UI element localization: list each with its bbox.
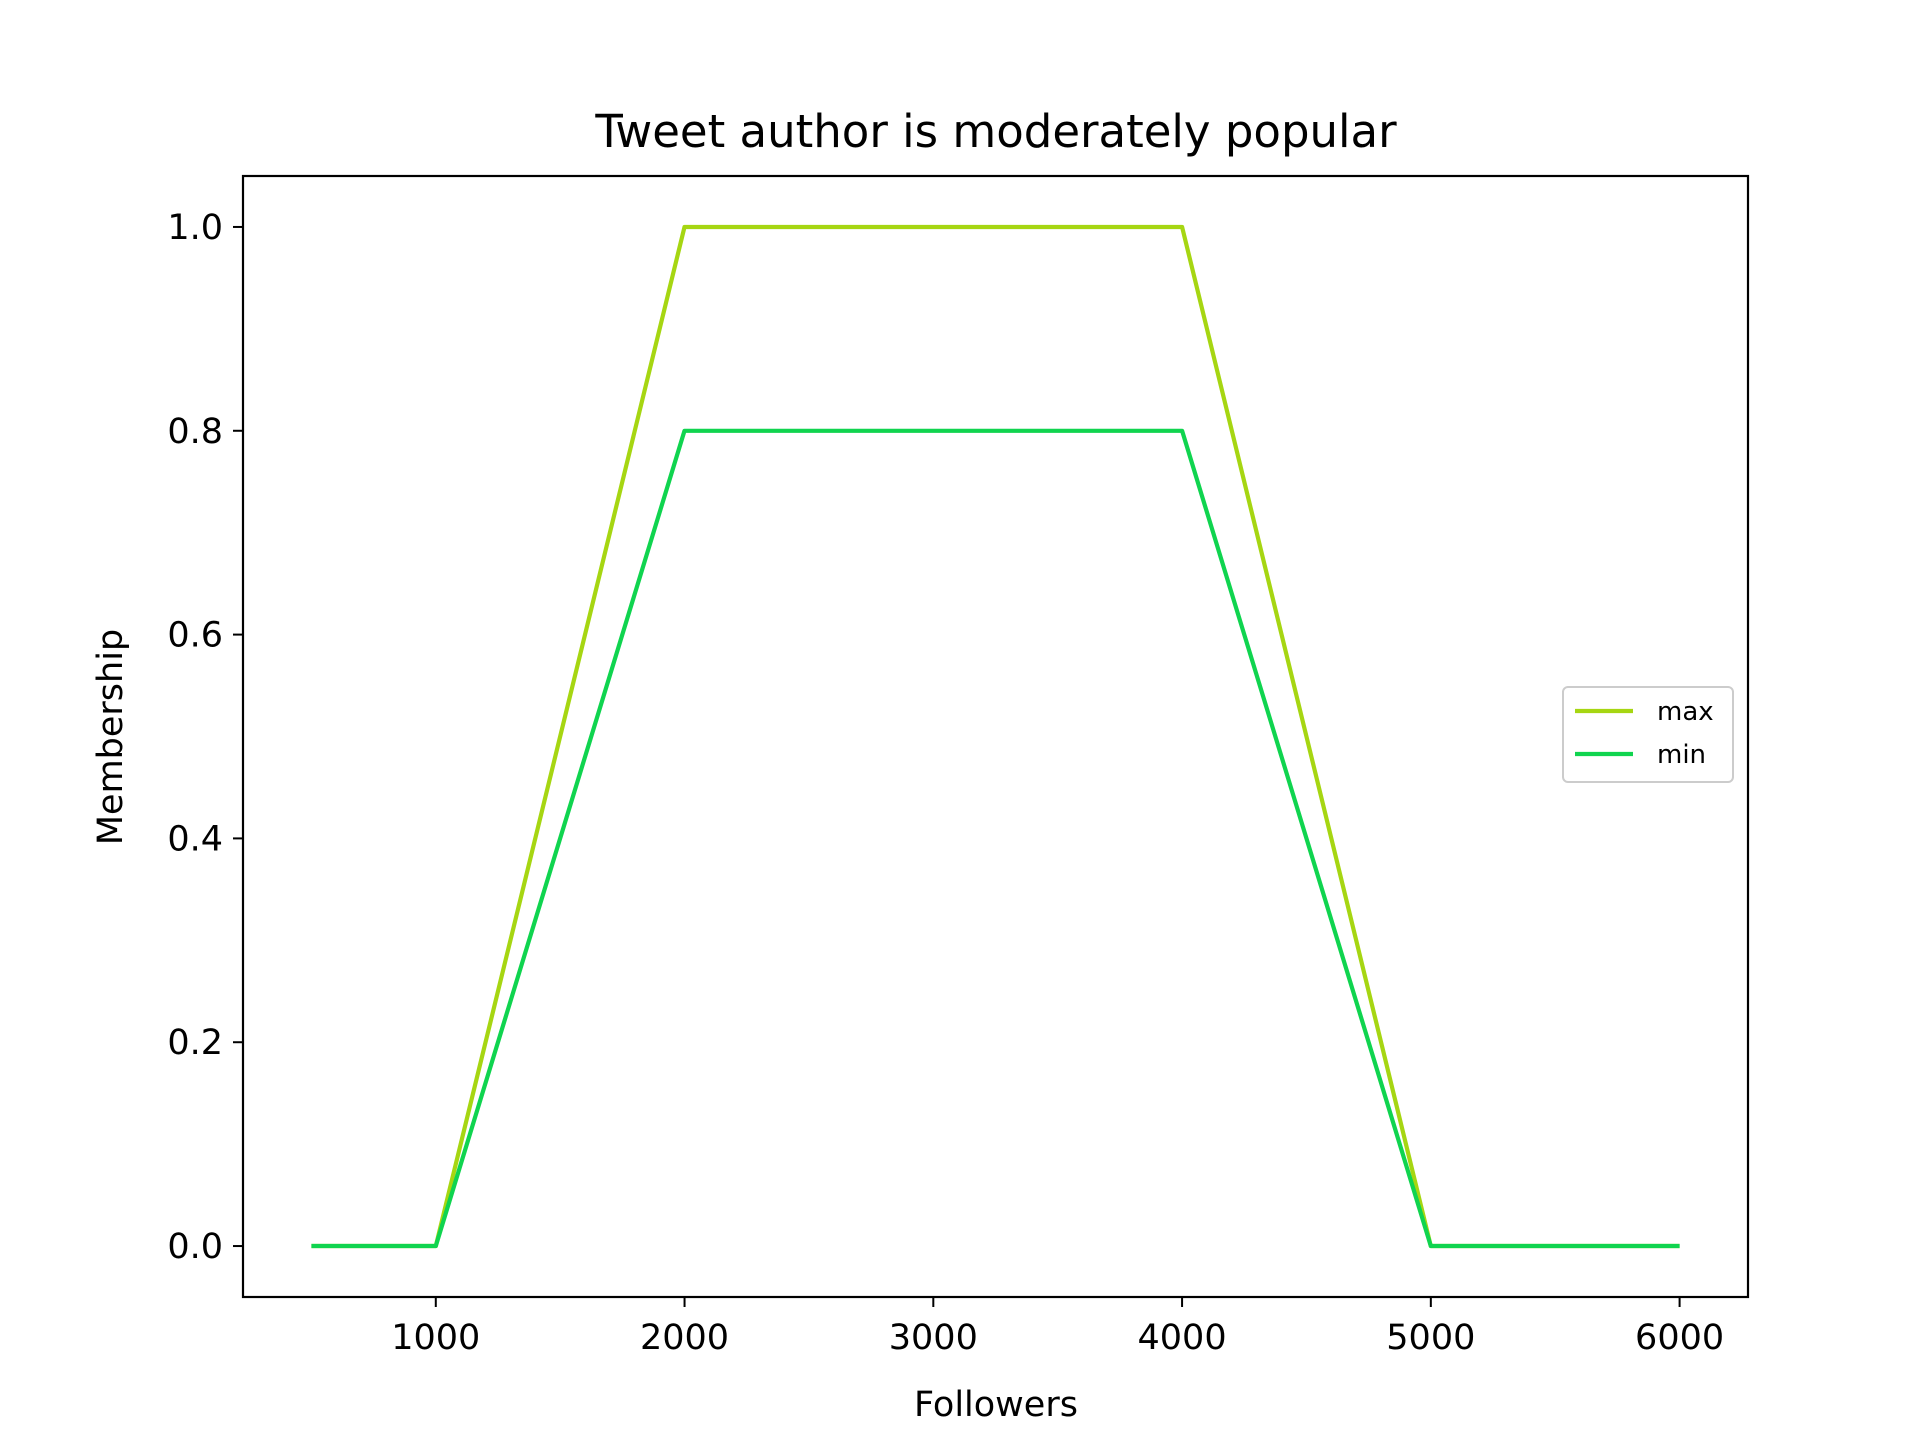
y-tick-label: 0.4 [167, 819, 223, 859]
series-line-min [311, 428, 1680, 1249]
x-axis-label: Followers [914, 1385, 1078, 1425]
y-tick-label: 0.6 [167, 616, 223, 656]
chart-title: Tweet author is moderately popular [594, 105, 1397, 158]
x-tick-label: 4000 [1138, 1318, 1227, 1358]
x-tick-label: 3000 [889, 1318, 978, 1358]
x-tick-label: 6000 [1635, 1318, 1724, 1358]
x-tick-label: 2000 [640, 1318, 729, 1358]
y-tick-label: 0.0 [167, 1227, 223, 1267]
legend-label-min: min [1657, 740, 1706, 770]
legend-label-max: max [1657, 697, 1714, 727]
y-tick-label: 0.2 [167, 1023, 223, 1063]
legend-items: max min [1575, 697, 1714, 770]
plot-area-frame [241, 174, 1750, 1299]
series-layer [311, 224, 1680, 1249]
series-line-max [311, 224, 1680, 1249]
y-axis-label: Membership [91, 629, 131, 845]
legend: max min [1562, 686, 1734, 783]
x-tick-label: 1000 [391, 1318, 480, 1358]
x-axis-ticks: 1000 2000 3000 4000 5000 6000 [391, 1297, 1724, 1358]
y-tick-label: 0.8 [167, 412, 223, 452]
y-axis-ticks: 0.0 0.2 0.4 0.6 0.8 1.0 [167, 208, 243, 1267]
y-tick-label: 1.0 [167, 208, 223, 248]
x-tick-label: 5000 [1386, 1318, 1475, 1358]
